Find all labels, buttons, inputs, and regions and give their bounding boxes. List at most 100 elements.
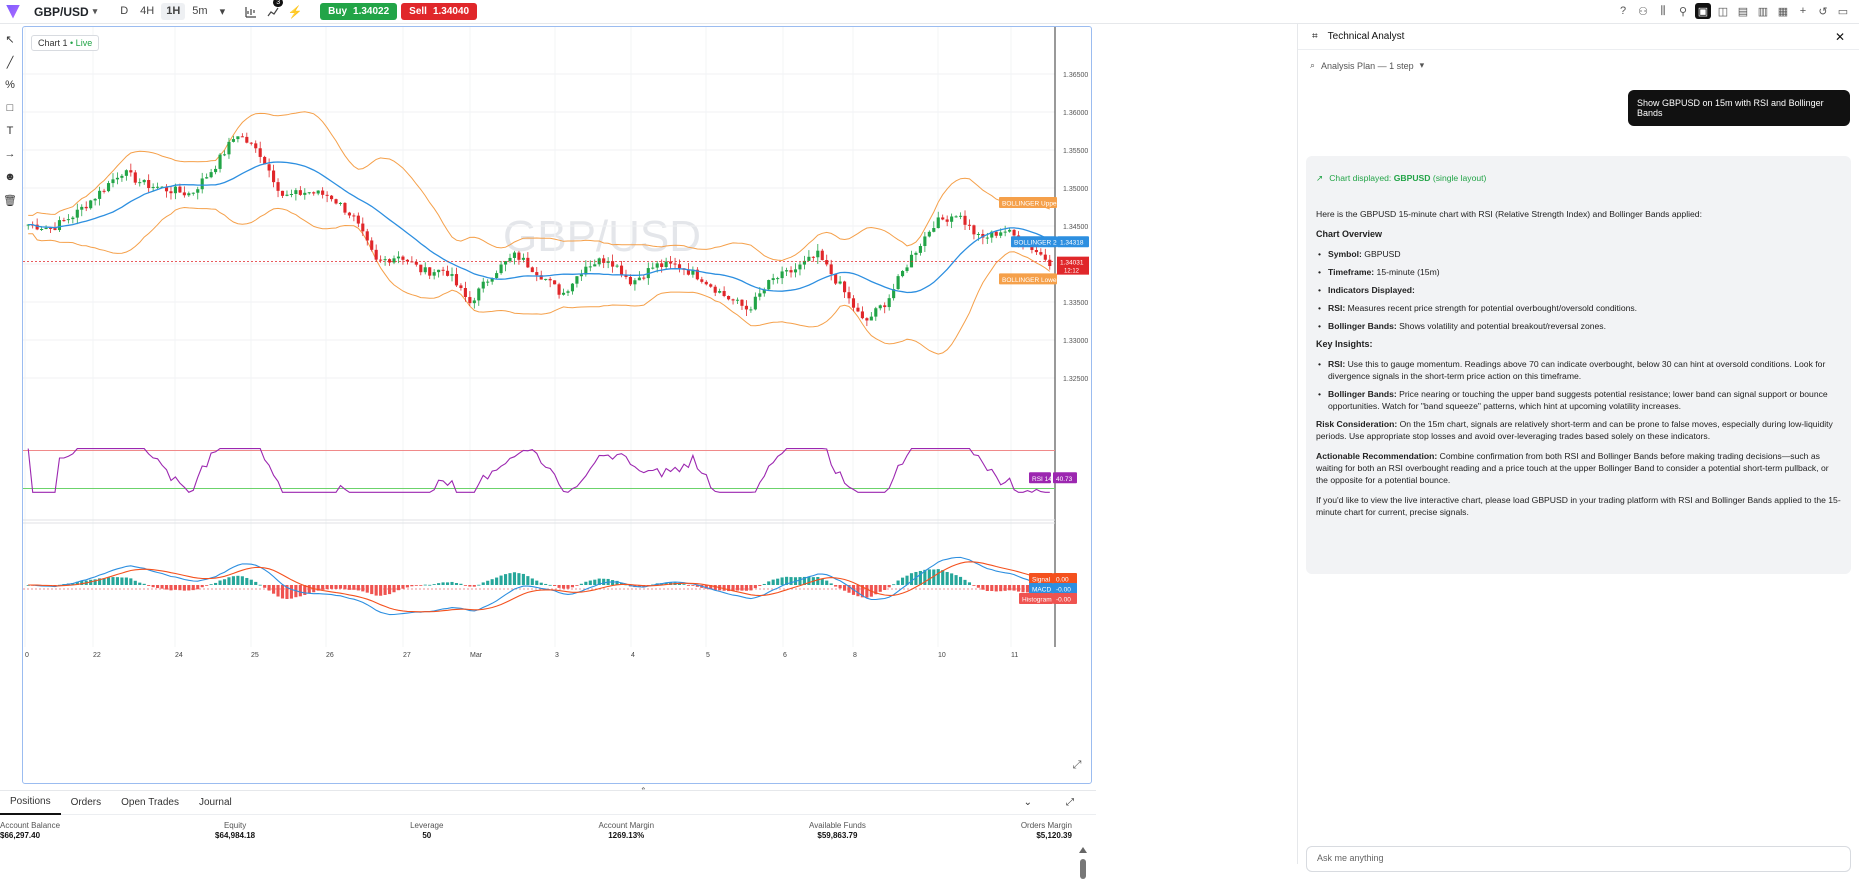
chat-icon[interactable]: ▭ [1837, 5, 1849, 18]
macd-histogram-bar [396, 585, 401, 591]
macd-histogram-bar [834, 585, 838, 587]
collapse-chevron-icon[interactable]: ⌄ [1023, 797, 1032, 808]
buy-button[interactable]: Buy 1.34022 [320, 3, 398, 20]
macd-histogram-bar [539, 582, 543, 585]
layout-grid-icon[interactable]: ▦ [1777, 5, 1789, 18]
layout-single-icon[interactable]: ▣ [1695, 3, 1711, 19]
candle-body [209, 172, 213, 178]
candle-body [535, 272, 539, 276]
candle-body [115, 177, 120, 180]
layout-three-icon[interactable]: ▤ [1737, 5, 1749, 18]
trendline-icon[interactable]: ╱ [6, 57, 14, 69]
macd-histogram-bar [164, 585, 169, 590]
macd-histogram-bar [503, 574, 508, 585]
candle-body [749, 309, 753, 311]
candle-body [838, 281, 842, 284]
macd-histogram-bar [615, 580, 619, 585]
history-icon[interactable]: ↺ [1818, 5, 1828, 18]
rsi-label-tag-bg [1029, 472, 1051, 484]
macd-histogram-bar [263, 585, 267, 588]
macd-histogram-bar [927, 569, 931, 585]
bars-icon[interactable]: ⫼ [1660, 4, 1666, 17]
rectangle-icon[interactable]: □ [6, 102, 14, 114]
bollinger-mid-tag-bg [1011, 236, 1057, 248]
macd-histogram-bar [829, 583, 833, 585]
sell-button[interactable]: Sell 1.34040 [401, 3, 478, 20]
tab-open-trades[interactable]: Open Trades [121, 797, 179, 808]
candle-body [584, 266, 588, 275]
macd-histogram-bar [762, 583, 766, 585]
candle-body [200, 178, 204, 190]
candle-body [860, 311, 864, 319]
macd-histogram-bar [780, 577, 784, 585]
candle-body [553, 280, 557, 285]
macd-histogram-bar [392, 585, 396, 593]
date-tick-label: 4 [631, 652, 635, 659]
macd-histogram-bar [486, 580, 490, 585]
tab-orders[interactable]: Orders [70, 797, 102, 808]
candle-body [1039, 252, 1043, 255]
assistant-header: ⌗ Technical Analyst ✕ [1298, 24, 1859, 50]
macd-histogram-bar [544, 583, 548, 585]
timeframe-4h[interactable]: 4H [140, 5, 155, 17]
timeframe-d[interactable]: D [120, 5, 129, 17]
stat-equity: Equity $64,984.18 [215, 821, 255, 840]
tab-positions[interactable]: Positions [0, 791, 61, 815]
analysis-plan-toggle[interactable]: ⌕ Analysis Plan — 1 step ▾ [1298, 50, 1859, 81]
candle-body [544, 278, 548, 280]
candle-body [468, 297, 472, 304]
chart-canvas[interactable]: 1.36500 1.36000 1.35500 1.35000 1.34500 1.340… [23, 27, 1092, 784]
person-icon[interactable]: ⚲ [1678, 5, 1688, 18]
close-icon[interactable]: ✕ [1834, 29, 1845, 44]
candle-body [205, 177, 209, 179]
share-icon[interactable]: ⚇ [1638, 5, 1648, 18]
fullscreen-icon[interactable]: ⤢ [1072, 758, 1082, 771]
candle-body [334, 199, 338, 204]
macd-histogram-bar [865, 585, 869, 598]
macd-histogram-bar [758, 585, 762, 587]
macd-histogram-bar [1025, 585, 1030, 593]
macd-histogram-bar [535, 580, 539, 585]
chart-container[interactable]: Chart 1 • Live GBP/USD 1.36500 1.36000 1.3… [22, 26, 1092, 784]
emoji-icon[interactable]: ☻ [4, 171, 16, 183]
plus-icon[interactable]: + [1799, 5, 1807, 17]
price-tick-label: 1.36500 [1063, 72, 1088, 79]
candle-body [312, 192, 316, 194]
timeframe-more-chevron-icon[interactable]: ▾ [219, 6, 226, 18]
layout-two-icon[interactable]: ◫ [1717, 5, 1729, 18]
fibonacci-icon[interactable]: % [5, 79, 15, 91]
text-tool-icon[interactable]: T [6, 125, 14, 137]
candle-body [758, 293, 762, 297]
macd-histogram-bar [102, 578, 106, 585]
ask-input[interactable]: Ask me anything [1306, 846, 1851, 872]
tab-journal[interactable]: Journal [198, 797, 232, 808]
recommendation-paragraph: Actionable Recommendation: Combine confi… [1316, 451, 1829, 485]
lightning-icon[interactable]: ⚡ [287, 4, 303, 19]
histogram-value-tag-bg [1053, 593, 1077, 604]
timeframe-1h[interactable]: 1H [161, 3, 186, 20]
help-icon[interactable]: ? [1619, 5, 1627, 17]
stats-scrollbar[interactable] [1078, 845, 1088, 881]
candle-body [383, 259, 387, 261]
candle-body [53, 228, 57, 231]
layout-four-icon[interactable]: ▥ [1757, 5, 1769, 18]
timeframe-5m[interactable]: 5m [192, 5, 208, 17]
candle-body [1003, 231, 1007, 233]
macd-histogram-bar [557, 585, 561, 588]
candle-body [923, 236, 927, 247]
cursor-icon[interactable]: ↖ [5, 34, 15, 46]
macd-histogram-bar [111, 577, 115, 585]
arrow-icon[interactable]: → [4, 148, 16, 160]
symbol-selector[interactable]: GBP/USD ▾ [34, 5, 97, 19]
chart-type-icon[interactable] [240, 2, 262, 22]
candle-body [503, 261, 508, 265]
macd-histogram-bar [691, 585, 695, 586]
trash-icon[interactable]: 🗑 [3, 195, 17, 207]
candle-body [147, 179, 151, 189]
candle-body [191, 192, 195, 194]
macd-histogram-bar [682, 584, 686, 585]
indicators-icon[interactable]: 3 [262, 0, 284, 22]
expand-panel-icon[interactable]: ⤢ [1066, 797, 1074, 808]
candle-body [731, 299, 735, 301]
risk-paragraph: Risk Consideration: On the 15m chart, si… [1316, 419, 1833, 441]
